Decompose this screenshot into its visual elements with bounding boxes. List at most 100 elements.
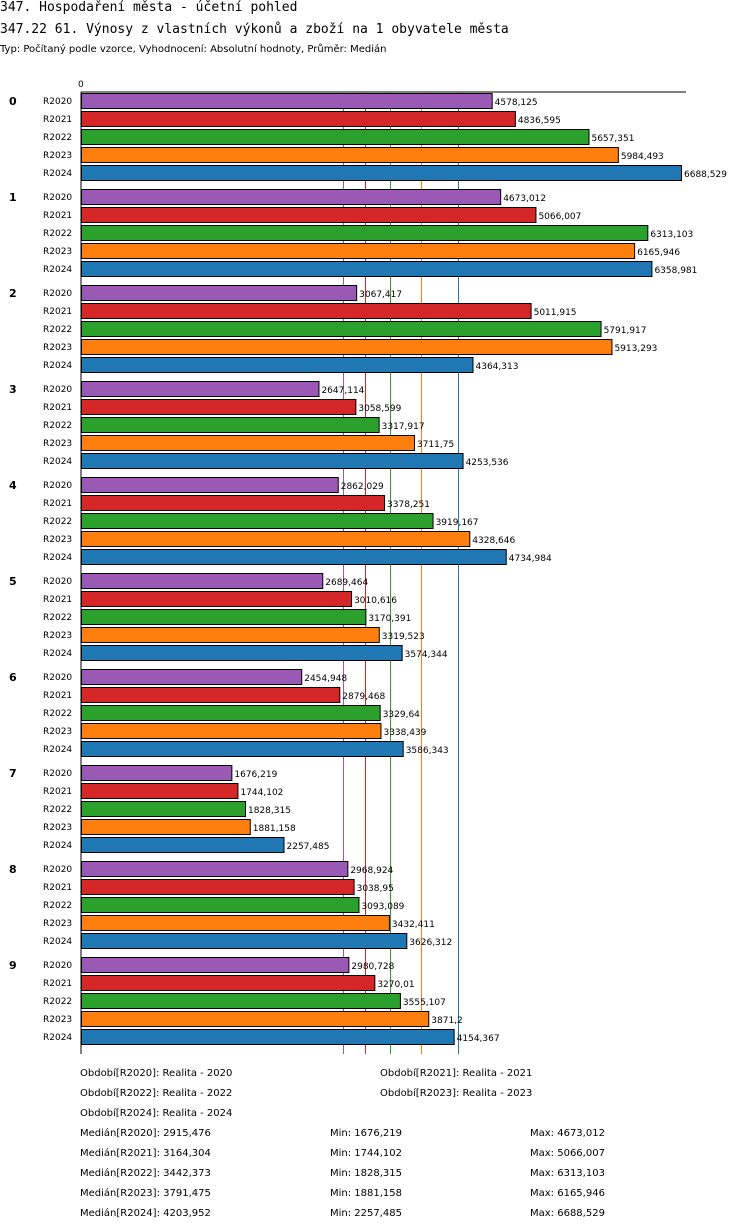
bar-category-label: R2024: [43, 265, 72, 275]
axis-zero-label: 0: [78, 80, 84, 90]
bar-category-label: R2020: [43, 961, 72, 971]
bar-value-label: 3067,417: [359, 290, 402, 300]
bar-category-label: R2024: [43, 649, 72, 659]
chart-title: 347.22 61. Výnosy z vlastních výkonů a z…: [0, 22, 509, 37]
bar-value-label: 3555,107: [403, 998, 446, 1008]
bar-category-label: R2023: [43, 823, 72, 833]
bar-category-label: R2023: [43, 439, 72, 449]
bar-category-label: R2020: [43, 769, 72, 779]
stat-min-r2020: Min: 1676,219: [330, 1128, 403, 1139]
bar-r2023-group-8: [81, 915, 390, 931]
bar-r2024-group-8: [81, 933, 408, 949]
bar-r2022-group-7: [81, 801, 247, 817]
stat-min-r2023: Min: 1881,158: [330, 1188, 403, 1199]
bar-r2023-group-1: [81, 243, 636, 259]
bar-category-label: R2023: [43, 343, 72, 353]
bar-category-label: R2024: [43, 745, 72, 755]
bar-value-label: 1881,158: [253, 824, 296, 834]
bar-category-label: R2021: [43, 787, 72, 797]
bar-category-label: R2021: [43, 883, 72, 893]
group-label-1: 1: [9, 191, 17, 204]
bar-value-label: 3338,439: [383, 728, 426, 738]
bar-value-label: 3058,599: [358, 404, 401, 414]
bar-category-label: R2020: [43, 97, 72, 107]
bar-r2022-group-6: [81, 705, 381, 721]
bar-r2021-group-8: [81, 879, 355, 895]
bar-value-label: 6688,529: [684, 170, 727, 180]
bar-category-label: R2020: [43, 673, 72, 683]
group-label-4: 4: [9, 479, 17, 492]
bar-value-label: 3378,251: [387, 500, 430, 510]
stat-min-r2022: Min: 1828,315: [330, 1168, 403, 1179]
bar-category-label: R2024: [43, 361, 72, 371]
bar-category-label: R2024: [43, 841, 72, 851]
stat-max-r2024: Max: 6688,529: [530, 1208, 605, 1219]
bar-value-label: 4836,595: [518, 116, 561, 126]
bar-r2022-group-5: [81, 609, 367, 625]
bar-category-label: R2021: [43, 499, 72, 509]
bar-value-label: 3010,616: [354, 596, 397, 606]
bar-r2021-group-0: [81, 111, 516, 127]
bar-r2020-group-4: [81, 477, 339, 493]
bar-value-label: 6313,103: [650, 230, 693, 240]
bar-category-label: R2021: [43, 595, 72, 605]
bar-category-label: R2021: [43, 691, 72, 701]
bar-r2023-group-2: [81, 339, 613, 355]
stat-min-r2021: Min: 1744,102: [330, 1148, 403, 1159]
bar-value-label: 3038,95: [357, 884, 394, 894]
bar-r2022-group-9: [81, 993, 401, 1009]
legend-period-r2020: Období[R2020]: Realita - 2020: [80, 1068, 233, 1079]
group-label-0: 0: [9, 95, 17, 108]
bar-r2023-group-3: [81, 435, 415, 451]
bar-category-label: R2023: [43, 247, 72, 257]
bar-category-label: R2021: [43, 403, 72, 413]
stat-median-r2022: Medián[R2022]: 3442,373: [80, 1168, 211, 1179]
bar-r2020-group-9: [81, 957, 350, 973]
bar-r2024-group-5: [81, 645, 403, 661]
bar-r2023-group-6: [81, 723, 382, 739]
bar-category-label: R2024: [43, 553, 72, 563]
bar-value-label: 5011,915: [534, 308, 577, 318]
bar-r2021-group-9: [81, 975, 376, 991]
bar-category-label: R2021: [43, 979, 72, 989]
bar-r2020-group-2: [81, 285, 358, 301]
stat-median-r2023: Medián[R2023]: 3791,475: [80, 1188, 211, 1199]
bar-value-label: 3329,64: [383, 710, 420, 720]
bar-category-label: R2020: [43, 289, 72, 299]
bar-value-label: 3093,089: [361, 902, 404, 912]
bar-value-label: 5657,351: [591, 134, 634, 144]
bar-value-label: 5066,007: [538, 212, 581, 222]
bar-category-label: R2023: [43, 535, 72, 545]
bar-value-label: 2689,464: [325, 578, 368, 588]
page-title: 347. Hospodaření města - účetní pohled: [0, 0, 298, 15]
bar-value-label: 4364,313: [476, 362, 519, 372]
stat-max-r2023: Max: 6165,946: [530, 1188, 605, 1199]
bar-value-label: 1828,315: [248, 806, 291, 816]
bar-category-label: R2022: [43, 709, 72, 719]
bar-value-label: 3432,411: [392, 920, 435, 930]
bar-value-label: 3711,75: [417, 440, 454, 450]
bar-r2024-group-3: [81, 453, 464, 469]
bar-value-label: 2647,114: [321, 386, 364, 396]
bar-value-label: 3586,343: [406, 746, 449, 756]
bar-r2023-group-0: [81, 147, 619, 163]
bar-category-label: R2022: [43, 613, 72, 623]
bar-category-label: R2022: [43, 901, 72, 911]
bar-value-label: 2968,924: [350, 866, 393, 876]
bar-r2022-group-0: [81, 129, 590, 145]
bar-category-label: R2022: [43, 133, 72, 143]
bar-value-label: 4578,125: [495, 98, 538, 108]
bar-r2022-group-3: [81, 417, 380, 433]
bar-category-label: R2023: [43, 727, 72, 737]
bar-value-label: 1744,102: [240, 788, 283, 798]
stat-median-r2020: Medián[R2020]: 2915,476: [80, 1128, 211, 1139]
bar-value-label: 1676,219: [234, 770, 277, 780]
bar-category-label: R2020: [43, 481, 72, 491]
bar-category-label: R2024: [43, 169, 72, 179]
bar-r2021-group-2: [81, 303, 532, 319]
stat-median-r2024: Medián[R2024]: 4203,952: [80, 1208, 211, 1219]
chart-type-line: Typ: Počítaný podle vzorce, Vyhodnocení:…: [0, 44, 387, 55]
bar-category-label: R2023: [43, 631, 72, 641]
legend-period-r2022: Období[R2022]: Realita - 2022: [80, 1088, 233, 1099]
bar-category-label: R2020: [43, 193, 72, 203]
